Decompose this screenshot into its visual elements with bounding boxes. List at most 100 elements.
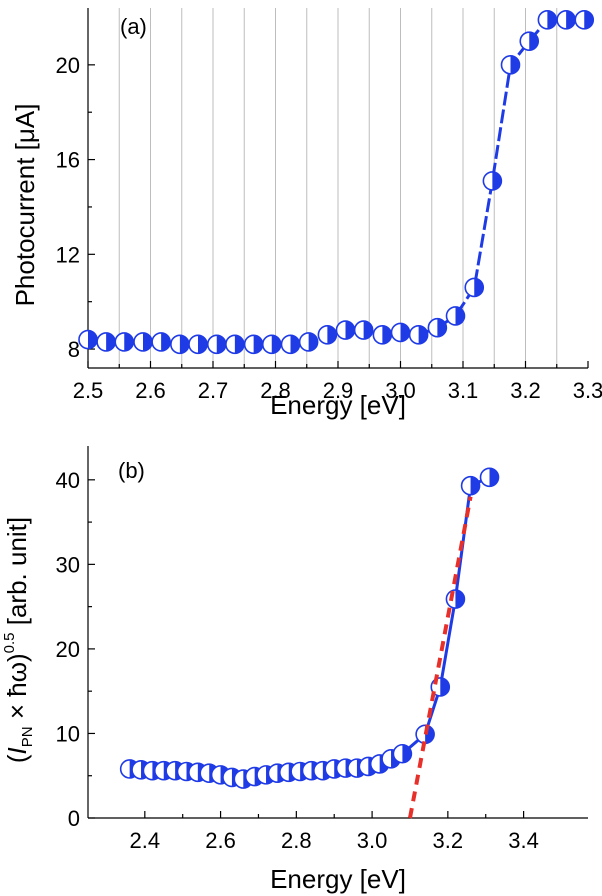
panel-b-x-tick-label: 2.8	[281, 828, 312, 853]
panel-b-y-tick-label: 10	[56, 721, 80, 746]
panel-a-data-point	[243, 334, 264, 355]
panel-a-x-tick-label: 3.3	[573, 378, 602, 403]
panel-a-data-point-fill	[345, 321, 355, 340]
panel-a-data-point-fill	[437, 318, 447, 337]
panel-a-data-point	[390, 322, 411, 343]
panel-a-data-point-fill	[179, 335, 189, 354]
panel-a-data-point-fill	[510, 55, 520, 74]
panel-a-x-tick-label: 2.8	[260, 378, 291, 403]
panel-a-data-point	[519, 31, 540, 51]
panel-a-data-point-fill	[253, 335, 263, 354]
panel-b-y-tick-label: 40	[56, 468, 80, 493]
panel-a-data-point-fill	[143, 332, 152, 351]
panel-a-data-point	[482, 171, 503, 191]
panel-a-data-point-fill	[290, 335, 300, 354]
panel-a-data-point	[335, 320, 356, 340]
panel-a-data-point-fill	[271, 335, 281, 354]
panel-a-y-tick-label: 16	[56, 148, 80, 173]
panel-b-chart: 2.4 2.6 2.8 3.0 3.2 3.4 0 10 20 30 40 (b) Energy [eV…	[1, 446, 588, 894]
panel-a-data-point-fill	[492, 171, 502, 190]
panel-b-y-tick-label: 30	[56, 552, 80, 577]
panel-a-data-point-fill	[474, 278, 484, 297]
panel-b-series-line	[129, 475, 491, 781]
panel-a-data-point-fill	[566, 10, 576, 29]
panel-b-data-point	[460, 475, 481, 496]
panel-a-x-tick-label: 2.6	[135, 378, 166, 403]
panel-a-data-point-fill	[308, 332, 318, 351]
panel-a-data-point-fill	[382, 325, 392, 344]
panel-a-data-point-fill	[327, 325, 337, 344]
panel-a-data-point-fill	[584, 10, 594, 29]
panel-a-data-point	[445, 306, 466, 326]
panel-b-data-point	[392, 743, 413, 764]
panel-a-data-point-fill	[363, 321, 373, 340]
panel-a-data-point	[353, 320, 374, 340]
panel-a-label: (a)	[120, 14, 147, 39]
panel-a-data-point-fill	[88, 330, 97, 349]
panel-b-data-point-fill	[470, 476, 480, 495]
panel-a-y-tick-label: 20	[56, 53, 80, 78]
panel-b-label: (b)	[118, 458, 145, 483]
panel-b-x-tick-label: 3.4	[508, 828, 539, 853]
panel-a-data-point	[298, 332, 319, 352]
panel-a-data-point	[206, 334, 227, 355]
panel-b-x-tick-label: 2.6	[205, 828, 236, 853]
panel-a-data-point	[537, 10, 558, 30]
panel-a-data-point	[408, 325, 429, 345]
panel-a-data-point-fill	[106, 332, 116, 351]
panel-a-data-point	[188, 334, 208, 355]
panel-a-x-tick-label: 3.0	[385, 378, 416, 403]
panel-b-data-point	[479, 467, 500, 488]
panel-a-chart: 2.5 2.6 2.7 2.8 2.9 3.0 3.1 3.2 3.3 8 12 16 20 (a) Ene…	[10, 8, 602, 420]
panel-b-x-tick-label: 3.0	[357, 828, 388, 853]
panel-b-data-point-fill	[440, 677, 450, 696]
panel-a-data-point	[280, 334, 301, 355]
panel-a-x-axis-title: Energy [eV]	[270, 390, 406, 420]
panel-a-x-tick-label: 2.5	[73, 378, 104, 403]
panel-a-data-point-fill	[400, 323, 410, 342]
panel-b-data-point	[445, 589, 466, 609]
panel-a-data-point	[500, 55, 521, 75]
panel-a-x-tick-label: 3.1	[448, 378, 479, 403]
panel-b-x-axis-title: Energy [eV]	[270, 864, 406, 894]
panel-a-data-point-fill	[547, 10, 557, 29]
panel-b-y-axis-title: (IPN × ħω)0.5 [arb. unit]	[1, 517, 36, 763]
panel-a-data-point	[574, 10, 595, 30]
panel-a-data-point	[133, 332, 153, 352]
panel-b-data-point-fill	[402, 744, 412, 763]
panel-a-data-point	[114, 332, 135, 352]
panel-a-x-tick-label: 2.9	[323, 378, 354, 403]
panel-a-y-tick-label: 8	[68, 337, 80, 362]
panel-b-data-point-fill	[489, 468, 499, 487]
panel-a-data-point-fill	[161, 332, 171, 351]
panel-a-data-point	[261, 334, 282, 355]
panel-a-data-point	[464, 277, 485, 298]
panel-b-fit-line	[408, 496, 473, 819]
panel-a-data-point	[151, 332, 171, 352]
panel-a-x-tick-label: 3.2	[510, 378, 541, 403]
panel-a-data-point-fill	[234, 335, 244, 354]
panel-a-data-point-fill	[124, 332, 134, 351]
panel-a-y-axis-title: Photocurrent [μA]	[10, 104, 40, 307]
panel-a-data-point	[317, 325, 338, 345]
panel-a-data-point-fill	[198, 335, 207, 354]
panel-a-data-point	[225, 334, 245, 355]
panel-a-data-point	[78, 329, 98, 350]
panel-a-data-point-fill	[418, 325, 428, 344]
panel-a-data-point	[556, 10, 576, 30]
panel-b-x-tick-label: 2.4	[130, 828, 161, 853]
panel-a-data-point	[372, 325, 393, 345]
panel-a-y-tick-label: 12	[56, 242, 80, 267]
panel-a-data-point	[427, 317, 448, 338]
panel-a-data-point-fill	[529, 32, 539, 51]
panel-a-x-tick-label: 2.7	[198, 378, 229, 403]
panel-b-data-point-fill	[455, 590, 465, 609]
panel-b-y-tick-label: 20	[56, 637, 80, 662]
panel-a-data-point	[96, 332, 116, 352]
panel-b-y-tick-label: 0	[68, 806, 80, 831]
panel-a-data-point	[170, 334, 190, 355]
panel-a-data-point-fill	[455, 306, 465, 325]
panel-b-x-tick-label: 3.2	[433, 828, 464, 853]
panel-a-data-point-fill	[216, 335, 226, 354]
